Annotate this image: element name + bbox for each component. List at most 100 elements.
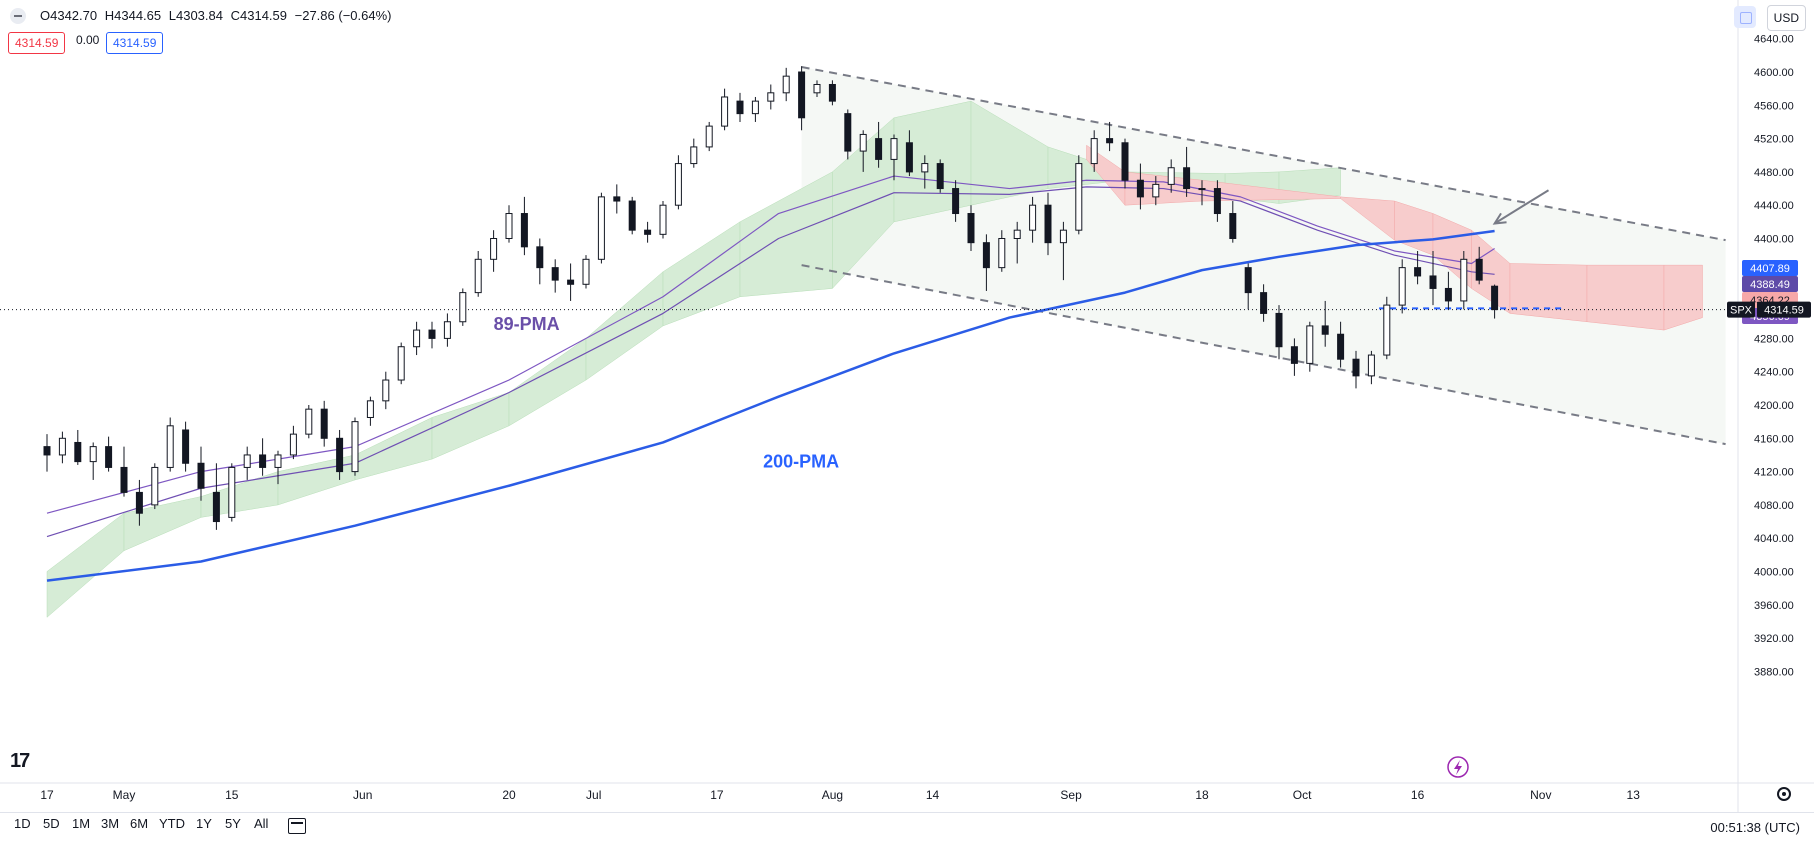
candle[interactable] [998, 230, 1006, 272]
candle[interactable] [1275, 305, 1283, 360]
range-button-1m[interactable]: 1M [72, 816, 91, 831]
range-button-1d[interactable]: 1D [14, 816, 31, 831]
candle[interactable] [151, 463, 159, 510]
candle[interactable] [1244, 263, 1252, 310]
price-chart[interactable]: 89-PMA 200-PMA 4640.00 4600.00 4560.00 4520.… [0, 0, 1814, 812]
candle[interactable] [1013, 221, 1021, 264]
candle[interactable] [798, 66, 806, 131]
candle[interactable] [967, 205, 975, 251]
candle[interactable] [905, 130, 913, 177]
channel-upper-line[interactable] [801, 66, 1726, 242]
candle[interactable] [536, 238, 544, 285]
auto-scale-icon[interactable] [1734, 6, 1756, 28]
candle[interactable] [1429, 250, 1437, 306]
candle[interactable] [58, 431, 66, 464]
candle[interactable] [982, 234, 990, 291]
candle[interactable] [1290, 338, 1298, 376]
candle[interactable] [767, 84, 775, 110]
candle[interactable] [259, 438, 267, 476]
candle[interactable] [1075, 155, 1083, 235]
candle[interactable] [413, 321, 421, 356]
candle[interactable] [644, 221, 652, 243]
range-button-1y[interactable]: 1Y [196, 816, 212, 831]
candle[interactable] [659, 201, 667, 239]
candle[interactable] [1398, 259, 1406, 314]
candle[interactable] [166, 417, 174, 472]
indicator-value-red[interactable]: 4314.59 [8, 32, 66, 54]
candle[interactable] [674, 155, 682, 210]
candle[interactable] [474, 250, 482, 297]
candle[interactable] [1383, 296, 1391, 360]
candle[interactable] [751, 96, 759, 122]
range-button-3m[interactable]: 3M [101, 816, 120, 831]
lightning-icon[interactable] [1447, 756, 1469, 778]
candle[interactable] [1029, 196, 1037, 243]
candle[interactable] [582, 255, 590, 289]
candle[interactable] [1337, 321, 1345, 368]
candle[interactable] [1121, 138, 1129, 189]
candle[interactable] [1321, 300, 1329, 347]
candle[interactable] [397, 342, 405, 385]
candle[interactable] [43, 434, 51, 472]
candle[interactable] [1306, 321, 1314, 372]
candle[interactable] [428, 321, 436, 349]
candle[interactable] [228, 463, 236, 522]
annotation-label[interactable]: 200-PMA [763, 451, 839, 471]
candle[interactable] [382, 371, 390, 410]
candle[interactable] [890, 134, 898, 181]
candle[interactable] [89, 442, 97, 480]
candle[interactable] [736, 92, 744, 122]
candle[interactable] [1213, 180, 1221, 222]
candle[interactable] [567, 263, 575, 301]
candle[interactable] [782, 67, 790, 102]
candle[interactable] [336, 429, 344, 480]
last-price-tag[interactable]: SPX 4314.59 [1727, 301, 1811, 318]
channel-lower-line[interactable] [801, 264, 1726, 446]
candle[interactable] [875, 121, 883, 168]
tradingview-logo[interactable]: 17 [10, 750, 30, 772]
candle[interactable] [1444, 271, 1452, 310]
candle[interactable] [1352, 350, 1360, 389]
arrow-shaft[interactable] [1494, 189, 1550, 225]
gear-icon[interactable] [1777, 787, 1791, 801]
candle[interactable] [120, 446, 128, 497]
candle[interactable] [274, 450, 282, 485]
candle[interactable] [613, 184, 621, 214]
candle[interactable] [135, 479, 143, 526]
candle[interactable] [936, 159, 944, 193]
candle[interactable] [505, 205, 513, 243]
candle[interactable] [952, 180, 960, 222]
candle[interactable] [182, 421, 190, 472]
candle[interactable] [690, 138, 698, 168]
candle[interactable] [212, 463, 220, 530]
time-axis[interactable]: 17 May 15 Jun 20 Jul 17 Aug 14 Sep 18 Oct 16 Nov 13 [40, 788, 1640, 802]
candle[interactable] [597, 192, 605, 264]
price-axis[interactable]: 4640.00 4600.00 4560.00 4520.00 4480.00 4440.… [1754, 34, 1794, 679]
annotation-label[interactable]: 89-PMA [494, 314, 560, 334]
candle[interactable] [1044, 192, 1052, 256]
candle[interactable] [628, 196, 636, 235]
candle[interactable] [305, 405, 313, 439]
candle[interactable] [490, 230, 498, 272]
candle[interactable] [1136, 163, 1144, 210]
candle[interactable] [721, 88, 729, 131]
candle[interactable] [459, 288, 467, 326]
range-button-ytd[interactable]: YTD [159, 816, 185, 831]
candle[interactable] [813, 80, 821, 97]
candle[interactable] [1152, 176, 1160, 206]
calendar-icon[interactable] [288, 818, 306, 834]
candle[interactable] [1491, 284, 1499, 319]
ma200-line[interactable] [46, 229, 1495, 582]
candle[interactable] [828, 80, 836, 106]
candle[interactable] [1183, 146, 1191, 197]
candle[interactable] [844, 109, 852, 160]
candle[interactable] [320, 400, 328, 447]
range-button-5d[interactable]: 5D [43, 816, 60, 831]
candle[interactable] [859, 130, 867, 172]
candle[interactable] [1059, 221, 1067, 281]
candle[interactable] [1260, 284, 1268, 322]
candle[interactable] [520, 196, 528, 256]
candle[interactable] [351, 417, 359, 476]
indicator-value-blue[interactable]: 4314.59 [106, 32, 164, 54]
ma89-line[interactable] [46, 186, 1495, 538]
